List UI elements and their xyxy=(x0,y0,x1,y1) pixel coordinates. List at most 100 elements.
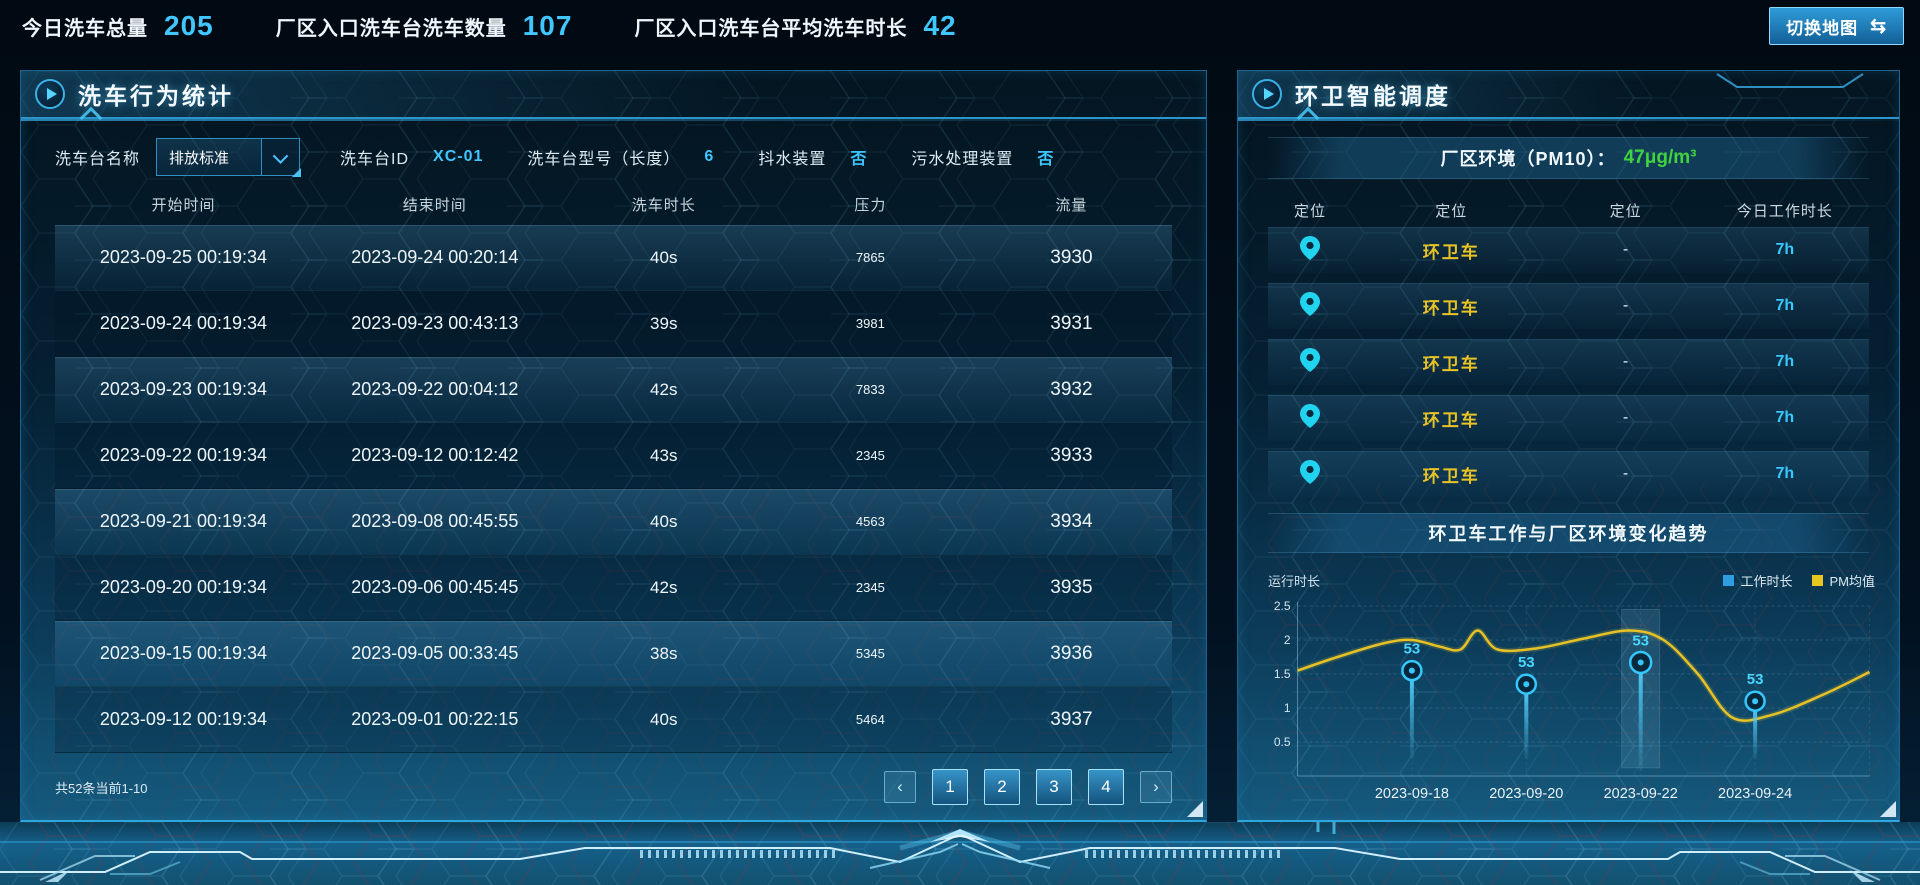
panel-corner-accent xyxy=(1187,801,1203,817)
locate-button[interactable] xyxy=(1268,459,1352,489)
wash-table-body: 2023-09-25 00:19:34 2023-09-24 00:20:14 40… xyxy=(55,225,1172,753)
trend-section-title: 环卫车工作与厂区环境变化趋势 xyxy=(1268,513,1869,553)
shake-device-label: 抖水装置 xyxy=(758,151,827,168)
topbar-stat: 厂区入口洗车台洗车数量 107 xyxy=(276,10,573,42)
cell-end-time: 2023-09-23 00:43:13 xyxy=(351,313,519,333)
locate-button[interactable] xyxy=(1268,403,1352,433)
wash-filters: 洗车台名称 排放标准 洗车台ID XC-01 洗车台型号（长度） 6 抖水装置 … xyxy=(55,135,1172,179)
legend-item: PM均值 xyxy=(1812,571,1875,590)
switch-arrows-icon: ⇆ xyxy=(1870,15,1887,37)
col-header-duration: 洗车时长 xyxy=(631,196,696,214)
play-icon xyxy=(35,79,65,109)
location-pin-icon xyxy=(1300,235,1321,265)
cell-end-time: 2023-09-24 00:20:14 xyxy=(351,247,519,267)
legend-label: 工作时长 xyxy=(1740,574,1793,589)
cell-duration: 40s xyxy=(650,709,678,729)
station-name-select[interactable]: 排放标准 xyxy=(156,138,302,177)
table-row: 2023-09-23 00:19:34 2023-09-22 00:04:12 42… xyxy=(55,357,1172,423)
pager-summary: 共52条当前1-10 xyxy=(55,780,148,796)
sewage-device-field: 污水处理装置 否 xyxy=(911,145,1054,169)
chart-y-axis-title: 运行时长 xyxy=(1268,574,1321,589)
pager: 共52条当前1-10 ‹ 1 2 3 4 › xyxy=(55,766,1172,808)
station-name-select-value[interactable]: 排放标准 xyxy=(156,138,263,176)
cell-duration: 42s xyxy=(650,577,678,597)
cell-duration: 40s xyxy=(650,511,678,531)
sanitation-panel-header: 环卫智能调度 xyxy=(1238,71,1899,130)
table-row: 2023-09-21 00:19:34 2023-09-08 00:45:55 40… xyxy=(55,489,1172,555)
trend-chart-svg[interactable]: 0.5 1 1.5 2 2.5 2023-09-18 2023-09-20 2023-09-2… xyxy=(1260,594,1883,806)
cell-start-time: 2023-09-20 00:19:34 xyxy=(99,577,268,597)
table-row: 2023-09-12 00:19:34 2023-09-01 00:22:15 40… xyxy=(55,687,1172,753)
cell-start-time: 2023-09-23 00:19:34 xyxy=(99,379,268,399)
page-number-button[interactable]: 4 xyxy=(1088,769,1124,805)
pm10-status-bar: 厂区环境（PM10）： 47μg/m³ xyxy=(1268,137,1869,179)
switch-map-button[interactable]: 切换地图 ⇆ xyxy=(1769,7,1904,45)
cell-pressure: 2345 xyxy=(855,448,885,463)
table-row: 2023-09-15 00:19:34 2023-09-05 00:33:45 38… xyxy=(55,621,1172,687)
page-number-button[interactable]: 3 xyxy=(1036,769,1072,805)
locate-button[interactable] xyxy=(1268,235,1352,265)
cell-start-time: 2023-09-24 00:19:34 xyxy=(99,313,268,333)
cell-duration: 40s xyxy=(650,247,678,267)
next-page-button[interactable]: › xyxy=(1140,771,1172,803)
trend-chart-mount[interactable]: 0.5 1 1.5 2 2.5 2023-09-18 2023-09-20 2023-09-2… xyxy=(1260,594,1883,811)
select-arrow-button[interactable] xyxy=(262,138,301,176)
cell-start-time: 2023-09-25 00:19:34 xyxy=(99,247,268,267)
cell-start-time: 2023-09-12 00:19:34 xyxy=(99,709,268,729)
cell-flow: 3937 xyxy=(1050,708,1093,730)
station-model-field: 洗车台型号（长度） 6 xyxy=(527,145,714,169)
station-model-label: 洗车台型号（长度） xyxy=(527,151,681,168)
point-label: 53 xyxy=(1747,671,1764,688)
wash-table-head: 开始时间 结束时间 洗车时长 压力 流量 xyxy=(55,183,1172,225)
vehicle-name: 环卫车 xyxy=(1422,242,1480,262)
sanitation-row: 环卫车 - 7h xyxy=(1268,339,1869,385)
legend-item: 工作时长 xyxy=(1723,571,1792,590)
table-row: 2023-09-25 00:19:34 2023-09-24 00:20:14 40… xyxy=(55,225,1172,291)
location-dash: - xyxy=(1622,297,1629,314)
svg-text:2: 2 xyxy=(1284,633,1291,647)
sanitation-row: 环卫车 - 7h xyxy=(1268,283,1869,329)
shake-device-field: 抖水装置 否 xyxy=(758,145,867,169)
page-number-button[interactable]: 2 xyxy=(984,769,1020,805)
vehicle-name: 环卫车 xyxy=(1422,354,1480,374)
page-number-button[interactable]: 1 xyxy=(932,769,968,805)
col-header-flow: 流量 xyxy=(1055,196,1088,214)
work-hours: 7h xyxy=(1775,297,1795,314)
sanitation-row: 环卫车 - 7h xyxy=(1268,227,1869,273)
station-model-value: 6 xyxy=(704,148,715,165)
prev-page-button[interactable]: ‹ xyxy=(884,771,916,803)
cell-end-time: 2023-09-05 00:33:45 xyxy=(351,643,519,663)
cell-pressure: 7865 xyxy=(855,250,885,265)
topbar-stat: 今日洗车总量 205 xyxy=(22,10,214,42)
chart-top-row: 运行时长 工作时长 PM均值 xyxy=(1260,571,1883,594)
svg-text:1: 1 xyxy=(1284,701,1291,715)
cell-flow: 3931 xyxy=(1050,312,1093,334)
cell-end-time: 2023-09-08 00:45:55 xyxy=(351,511,519,531)
work-hours: 7h xyxy=(1775,353,1795,370)
svg-text:0.5: 0.5 xyxy=(1274,735,1291,749)
wash-behavior-panel: 洗车行为统计 洗车台名称 排放标准 洗车台ID XC-01 洗车台型号（长度） … xyxy=(20,70,1207,822)
locate-button[interactable] xyxy=(1268,347,1352,377)
locate-button[interactable] xyxy=(1268,291,1352,321)
svg-text:2023-09-20: 2023-09-20 xyxy=(1489,786,1563,802)
legend-swatch-icon xyxy=(1723,575,1735,586)
pager-buttons: ‹ 1 2 3 4 › xyxy=(884,769,1172,805)
header-notch-decoration xyxy=(1716,73,1864,88)
vehicle-name: 环卫车 xyxy=(1422,410,1480,430)
shake-device-value: 否 xyxy=(850,151,868,168)
station-id-value: XC-01 xyxy=(433,148,484,165)
location-pin-icon xyxy=(1300,291,1321,321)
sanitation-panel: 环卫智能调度 厂区环境（PM10）： 47μg/m³ 定位 定位 定位 今日工作时长 … xyxy=(1237,70,1900,822)
location-pin-icon xyxy=(1300,347,1321,377)
stat-value: 107 xyxy=(522,10,573,41)
location-dash: - xyxy=(1622,241,1629,258)
cell-end-time: 2023-09-12 00:12:42 xyxy=(351,445,519,465)
stat-value: 205 xyxy=(164,10,214,41)
cell-end-time: 2023-09-01 00:22:15 xyxy=(351,709,519,729)
trend-chart-block: 运行时长 工作时长 PM均值 0.5 1 1.5 2 2.5 2023-09-18 2023-… xyxy=(1260,571,1883,810)
sanitation-table-head: 定位 定位 定位 今日工作时长 xyxy=(1268,193,1869,227)
chart-legend: 工作时长 PM均值 xyxy=(1723,571,1875,590)
stat-label: 厂区入口洗车台洗车数量 xyxy=(275,18,507,40)
stat-label: 厂区入口洗车台平均洗车时长 xyxy=(634,18,908,40)
